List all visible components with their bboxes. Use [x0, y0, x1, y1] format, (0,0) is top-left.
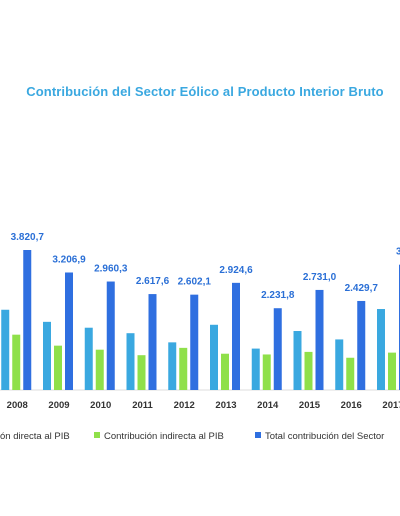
- data-label-2017: 3.4: [396, 247, 400, 258]
- data-label-2012: 2.602,1: [178, 277, 212, 288]
- data-label-2016: 2.429,7: [345, 283, 379, 294]
- bar-direct-2009: [43, 321, 51, 390]
- bar-direct-2008: [1, 309, 10, 390]
- legend-label-direct: ón directa al PIB: [0, 431, 70, 442]
- data-label-2010: 2.960,3: [94, 264, 128, 275]
- legend-swatch-indirect: [94, 432, 100, 438]
- x-tick-2013: 2013: [215, 400, 236, 411]
- bar-total-2008: [23, 250, 32, 390]
- data-label-2014: 2.231,8: [261, 290, 295, 301]
- bar-total-2010: [106, 281, 115, 390]
- bar-direct-2013: [210, 324, 218, 390]
- bar-indirect-2011: [137, 355, 146, 390]
- bar-total-2015: [315, 289, 324, 390]
- data-label-2008: 3.820,7: [11, 232, 45, 243]
- data-label-2015: 2.731,0: [303, 272, 337, 283]
- bar-indirect-2012: [179, 347, 188, 390]
- data-label-2009: 3.206,9: [52, 254, 86, 265]
- bar-direct-2016: [335, 339, 344, 390]
- bar-direct-2015: [293, 331, 302, 390]
- chart-title: Contribución del Sector Eólico al Produc…: [26, 84, 384, 99]
- bar-total-2011: [148, 294, 157, 390]
- x-tick-2009: 2009: [48, 400, 69, 411]
- bar-indirect-2016: [346, 357, 355, 390]
- data-label-2011: 2.617,6: [136, 276, 170, 287]
- bars-layer: [1, 250, 400, 390]
- x-tick-2014: 2014: [257, 400, 279, 411]
- data-label-2013: 2.924,6: [219, 265, 253, 276]
- bar-indirect-2008: [12, 334, 21, 390]
- bar-total-2012: [190, 294, 199, 390]
- legend: ón directa al PIB Contribución indirecta …: [0, 431, 384, 442]
- bar-direct-2014: [251, 348, 260, 390]
- bar-total-2013: [232, 282, 240, 390]
- legend-label-indirect: Contribución indirecta al PIB: [104, 431, 224, 442]
- data-labels-layer: 3.63.820,73.206,92.960,32.617,62.602,12.…: [11, 232, 400, 301]
- bar-indirect-2010: [95, 349, 104, 390]
- x-ticks-layer: 2007200820092010201120122013201420152016…: [7, 400, 400, 411]
- x-tick-2016: 2016: [341, 400, 362, 411]
- bar-indirect-2017: [388, 352, 396, 390]
- legend-label-total: Total contribución del Sector: [265, 431, 384, 442]
- x-tick-2015: 2015: [299, 400, 321, 411]
- x-tick-2012: 2012: [174, 400, 195, 411]
- bar-direct-2011: [126, 333, 135, 390]
- legend-swatch-total: [255, 432, 261, 438]
- x-tick-2010: 2010: [90, 400, 111, 411]
- bar-total-2009: [65, 272, 73, 390]
- bar-indirect-2013: [221, 353, 229, 390]
- bar-direct-2010: [84, 327, 93, 390]
- bar-indirect-2015: [304, 351, 313, 390]
- bar-indirect-2014: [262, 354, 271, 390]
- bar-direct-2012: [168, 342, 177, 390]
- x-tick-2008: 2008: [7, 400, 28, 411]
- bar-indirect-2009: [54, 345, 62, 390]
- x-tick-2017: 2017: [382, 400, 400, 411]
- bar-total-2014: [273, 308, 282, 390]
- x-tick-2011: 2011: [132, 400, 153, 411]
- bar-total-2016: [357, 300, 366, 390]
- bar-direct-2017: [377, 309, 385, 390]
